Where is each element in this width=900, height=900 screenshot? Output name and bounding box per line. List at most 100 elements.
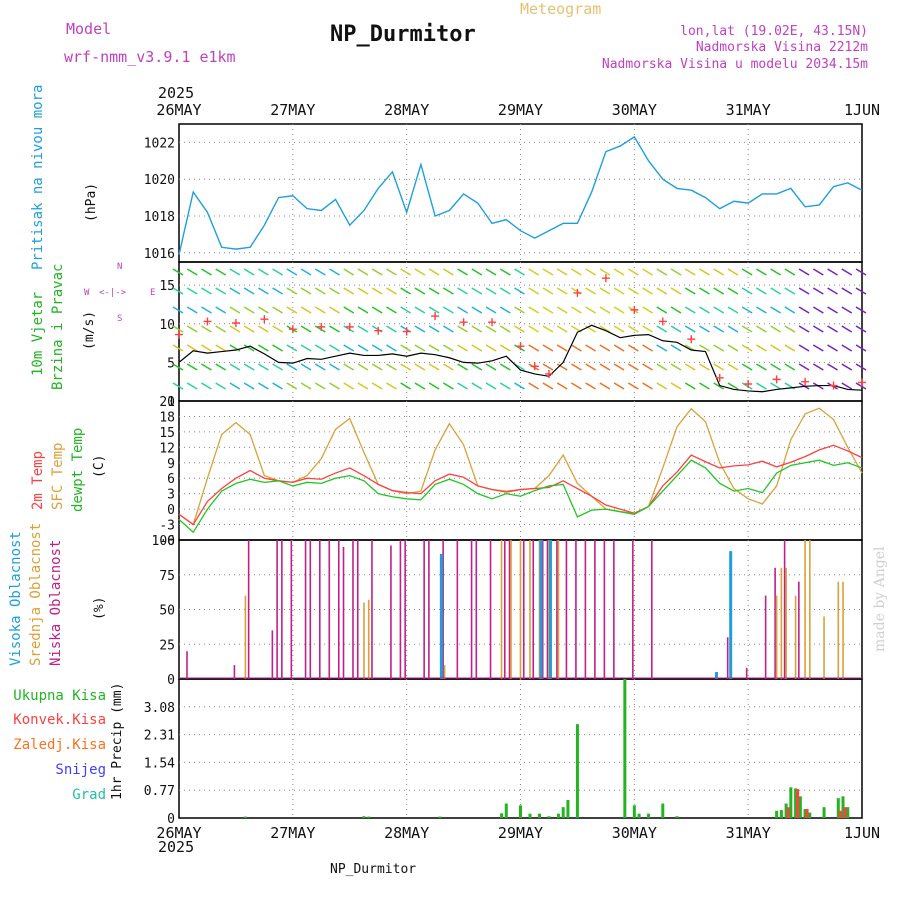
wind-arrow <box>713 363 725 371</box>
wind-arrow <box>841 306 853 314</box>
precip-bar-total <box>623 679 627 818</box>
wind-arrow <box>812 287 824 295</box>
wind-arrow <box>314 325 326 333</box>
wind-arrow <box>386 363 397 371</box>
wind-arrow <box>442 382 454 390</box>
wind-arrow <box>656 344 668 352</box>
wind-arrow <box>186 268 198 276</box>
wind-arrow <box>186 344 198 352</box>
wind-arrow <box>699 363 710 371</box>
wind-arrow <box>428 287 440 295</box>
wind-arrow <box>343 325 355 333</box>
gust-marker <box>203 317 212 326</box>
xtick-label-bottom: 29MAY <box>498 824 543 842</box>
ytick-label-temp: 21 <box>159 395 175 410</box>
wind-arrow <box>670 382 682 390</box>
wind-arrow <box>414 306 426 314</box>
wind-arrow <box>272 306 283 314</box>
wind-arrow <box>329 363 340 371</box>
ytick-label-wind: 0 <box>167 395 175 410</box>
wind-arrow <box>286 363 298 371</box>
xtick-label-top: 31MAY <box>726 101 771 119</box>
wind-arrow <box>542 306 554 314</box>
wind-arrow <box>386 382 397 390</box>
wind-arrow <box>627 382 639 390</box>
wind-arrow <box>386 325 397 333</box>
wind-arrow <box>613 382 625 390</box>
wind-arrow <box>471 344 483 352</box>
wind-arrow <box>442 325 454 333</box>
wind-arrow <box>471 382 483 390</box>
wind-arrow <box>357 268 369 276</box>
precip-bar-total <box>841 796 845 818</box>
wind-arrow <box>756 287 767 295</box>
wind-arrow <box>542 382 554 390</box>
wind-arrow <box>329 344 340 352</box>
precip-bar-total <box>556 813 560 818</box>
wind-arrow <box>257 306 269 314</box>
wind-arrow <box>257 363 269 371</box>
ytick-label-cloud: 75 <box>159 569 175 584</box>
wind-arrow <box>528 287 540 295</box>
wind-arrow <box>272 363 283 371</box>
xtick-label-top: 26MAY <box>156 101 201 119</box>
wind-arrow <box>699 287 710 295</box>
xtick-label-top: 30MAY <box>612 101 657 119</box>
xtick-label-top: 28MAY <box>384 101 429 119</box>
wind-arrow <box>428 382 440 390</box>
wind-arrow <box>798 325 810 333</box>
wind-arrow <box>457 268 468 276</box>
wind-arrow <box>556 363 568 371</box>
wind-arrow <box>357 363 369 371</box>
precip-bar-total <box>661 803 665 818</box>
wind-arrow <box>300 363 312 371</box>
wind-arrow <box>585 344 597 352</box>
wind-arrow <box>599 382 611 390</box>
wind-arrow <box>585 306 597 314</box>
wind-arrow <box>756 268 767 276</box>
xtick-label-top: 1JUN <box>844 101 880 119</box>
precip-bar-total <box>789 787 793 818</box>
wind-arrow <box>286 306 298 314</box>
wind-arrow <box>514 306 525 314</box>
gust-marker <box>516 342 525 351</box>
wind-arrow <box>571 382 582 390</box>
ytick-label-precip: 3.08 <box>144 701 175 716</box>
wind-arrow <box>613 344 625 352</box>
wind-arrow <box>357 344 369 352</box>
wind-arrow <box>457 325 468 333</box>
wind-arrow <box>528 306 540 314</box>
gust-marker <box>231 319 240 328</box>
wind-arrow <box>542 344 554 352</box>
elevation-readout: Nadmorska Visina 2212m <box>695 40 868 55</box>
precip-bar-convective <box>796 789 800 818</box>
gust-marker <box>630 305 639 314</box>
precip-bar-total <box>803 808 807 818</box>
wind-arrow <box>201 344 212 352</box>
wind-arrow <box>414 363 426 371</box>
wind-arrow <box>243 287 255 295</box>
wind-arrow <box>699 268 710 276</box>
wind-arrow <box>343 306 355 314</box>
wind-arrow <box>713 382 725 390</box>
precip-bar-total <box>566 799 570 818</box>
wind-arrow <box>201 363 212 371</box>
precip-bar-total <box>438 816 442 818</box>
temp-2m-line <box>178 444 863 526</box>
wind-arrow <box>386 306 397 314</box>
wind-arrow <box>684 306 696 314</box>
precip-bar-total <box>519 805 522 818</box>
precip-legend-snow: Snijeg <box>55 762 106 778</box>
wind-arrow <box>841 344 853 352</box>
wind-arrow <box>499 287 511 295</box>
precip-bar-convective <box>838 810 842 818</box>
xtick-label-bottom: 27MAY <box>270 824 315 842</box>
wind-arrow <box>613 325 625 333</box>
wind-arrow <box>613 268 625 276</box>
wind-arrow <box>343 344 355 352</box>
wind-arrow <box>855 325 867 333</box>
wind-arrow <box>485 268 497 276</box>
wind-arrow <box>727 344 739 352</box>
wind-arrow <box>457 306 468 314</box>
